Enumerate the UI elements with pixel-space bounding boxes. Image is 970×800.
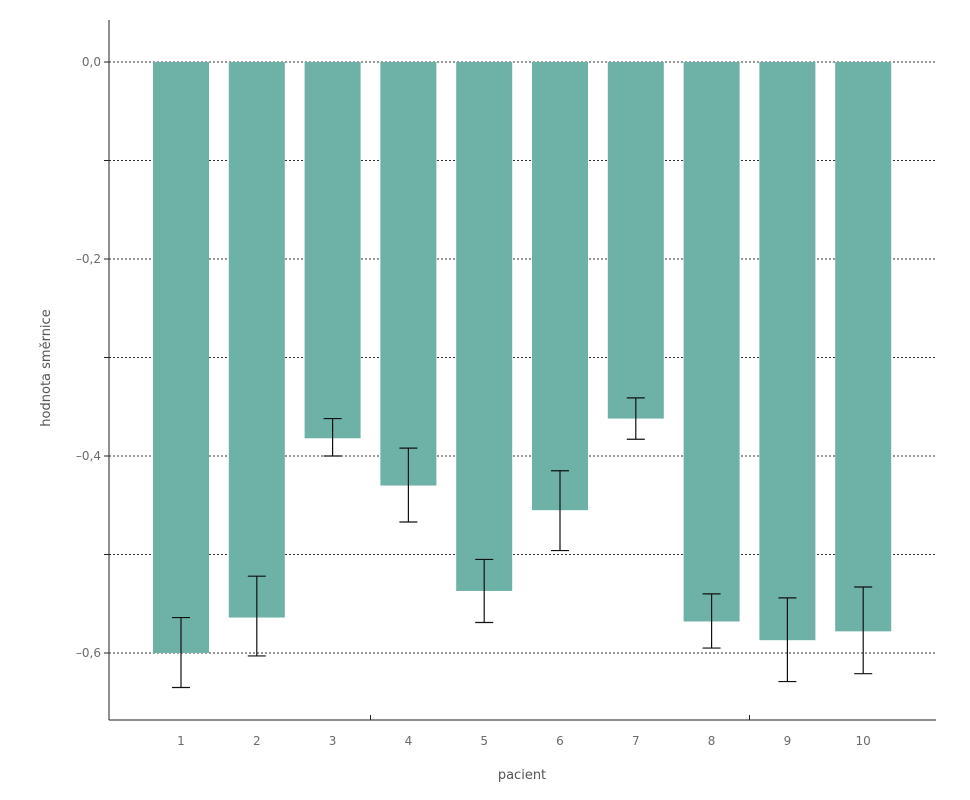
error-bar: [172, 616, 190, 689]
x-tick-label: 8: [708, 734, 716, 748]
bar: [683, 62, 740, 622]
bar: [759, 62, 816, 641]
error-bar: [399, 447, 418, 523]
error-bar: [854, 586, 873, 675]
bar: [607, 62, 664, 419]
error-bar: [323, 417, 342, 457]
x-tick-label: 3: [329, 734, 337, 748]
bar: [380, 62, 437, 486]
error-bars: [172, 397, 873, 689]
y-tick-label: –0,2: [76, 252, 101, 266]
bars: [153, 62, 892, 653]
error-bar: [551, 470, 569, 552]
y-tick-label: –0,4: [76, 449, 101, 463]
y-tick-label: 0,0: [82, 55, 101, 69]
x-tick-label: 4: [405, 734, 413, 748]
bar: [835, 62, 892, 632]
x-tick-labels: 1 2 3 4 5 6 7 8 9 10: [177, 715, 871, 748]
x-tick-label: 6: [556, 734, 564, 748]
x-tick-label: 5: [480, 734, 488, 748]
x-tick-label: 7: [632, 734, 640, 748]
x-axis-label: pacient: [498, 768, 546, 783]
bar: [304, 62, 361, 439]
error-bar: [247, 575, 266, 657]
error-bar: [778, 597, 797, 683]
y-tick-label: –0,6: [76, 646, 101, 660]
bar: [456, 62, 513, 591]
bar: [228, 62, 285, 618]
axes: [108, 20, 936, 721]
x-tick-label: 9: [784, 734, 792, 748]
x-tick-label: 1: [177, 734, 185, 748]
error-bar: [475, 558, 494, 624]
x-tick-label: 2: [253, 734, 261, 748]
y-axis-label: hodnota směrnice: [39, 309, 54, 426]
x-tick-label: 10: [856, 734, 871, 748]
error-bar: [626, 397, 645, 440]
error-bar: [702, 593, 721, 649]
bar: [532, 62, 588, 511]
bar: [153, 62, 209, 653]
y-tick-labels: 0,0 –0,2 –0,4 –0,6: [76, 55, 109, 660]
